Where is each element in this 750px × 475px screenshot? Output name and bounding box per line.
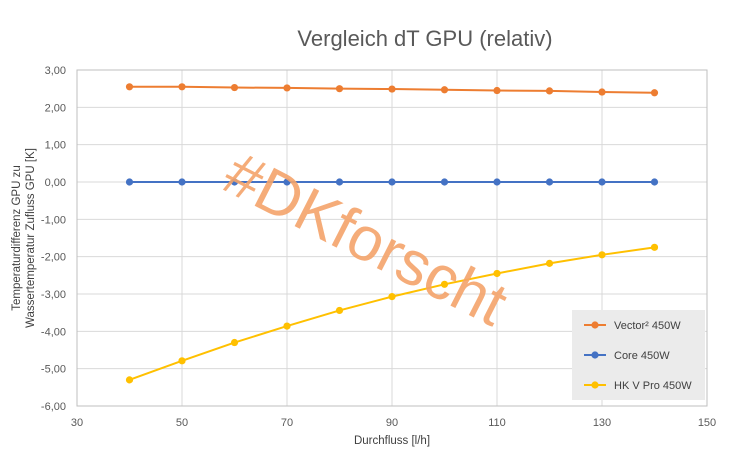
series-2	[125, 178, 659, 186]
y-axis-title: Temperaturdifferenz GPU zu Wassertempera…	[11, 148, 37, 328]
y-tick-label: 3,00	[45, 65, 66, 77]
data-point	[388, 178, 396, 186]
y-tick-label: -3,00	[41, 289, 66, 301]
data-point	[440, 280, 449, 288]
y-tick-label: 0,00	[45, 177, 66, 189]
data-point	[598, 88, 606, 96]
legend-marker	[591, 381, 599, 389]
legend-label: HK V Pro 450W	[614, 380, 692, 392]
y-axis-title-line-2: Wassertemperatur Zufluss GPU [K]	[25, 148, 37, 328]
x-tick-label: 150	[698, 417, 716, 429]
data-point	[178, 178, 186, 186]
data-point	[335, 306, 344, 315]
legend-label: Vector² 450W	[614, 320, 681, 332]
x-axis-title: Durchfluss [l/h]	[354, 435, 430, 447]
series-layer	[125, 83, 659, 384]
data-point	[125, 376, 134, 384]
series-1	[125, 83, 659, 97]
x-tick-label: 130	[593, 417, 611, 429]
x-tick-label: 30	[71, 417, 83, 429]
watermark-annotation: #DKforscht	[213, 139, 518, 340]
data-point	[545, 178, 554, 186]
data-point	[493, 86, 501, 95]
data-point	[230, 338, 239, 347]
data-point	[335, 178, 344, 186]
y-tick-label: 2,00	[45, 102, 66, 114]
y-axis-title-line-1: Temperaturdifferenz GPU zu	[11, 165, 23, 311]
y-axis-ticks: -6,00 -5,00 -4,00 -3,00 -2,00 -1,00 0,00 1,00 2,…	[41, 65, 66, 413]
x-tick-label: 50	[176, 417, 188, 429]
legend-marker	[591, 321, 599, 329]
data-point	[545, 259, 554, 267]
series-3	[125, 243, 659, 384]
data-point	[440, 178, 449, 186]
chart-title: Vergleich dT GPU (relativ)	[297, 26, 552, 51]
legend-marker	[591, 351, 599, 359]
data-point	[125, 178, 134, 186]
data-point	[493, 178, 501, 186]
y-tick-label: -1,00	[41, 214, 66, 226]
legend: Vector² 450W Core 450W HK V Pro 450W	[572, 310, 705, 400]
x-tick-label: 90	[386, 417, 398, 429]
data-point	[125, 83, 134, 91]
data-point	[388, 293, 396, 301]
data-point	[283, 84, 291, 92]
data-point	[283, 322, 291, 330]
data-point	[493, 269, 501, 278]
data-point	[335, 85, 344, 93]
y-tick-label: -5,00	[41, 364, 66, 376]
legend-label: Core 450W	[614, 350, 670, 362]
plot-border	[76, 69, 708, 407]
data-point	[230, 178, 239, 186]
data-point	[178, 357, 186, 365]
data-point	[283, 178, 291, 186]
data-point	[230, 83, 239, 92]
y-tick-label: -4,00	[41, 326, 66, 338]
x-tick-label: 70	[281, 417, 293, 429]
data-point	[545, 87, 554, 95]
data-point	[440, 86, 449, 94]
data-point	[598, 251, 606, 259]
data-point	[388, 85, 396, 93]
data-point	[598, 178, 606, 186]
data-point	[650, 89, 659, 97]
data-point	[650, 243, 659, 251]
y-tick-label: -6,00	[41, 401, 66, 413]
data-point	[178, 83, 186, 91]
x-axis-ticks: 30 50 70 90 110 130 150	[71, 417, 716, 429]
y-tick-label: -2,00	[41, 252, 66, 264]
x-tick-label: 110	[488, 417, 506, 429]
data-point	[650, 178, 659, 186]
y-tick-label: 1,00	[45, 140, 66, 152]
